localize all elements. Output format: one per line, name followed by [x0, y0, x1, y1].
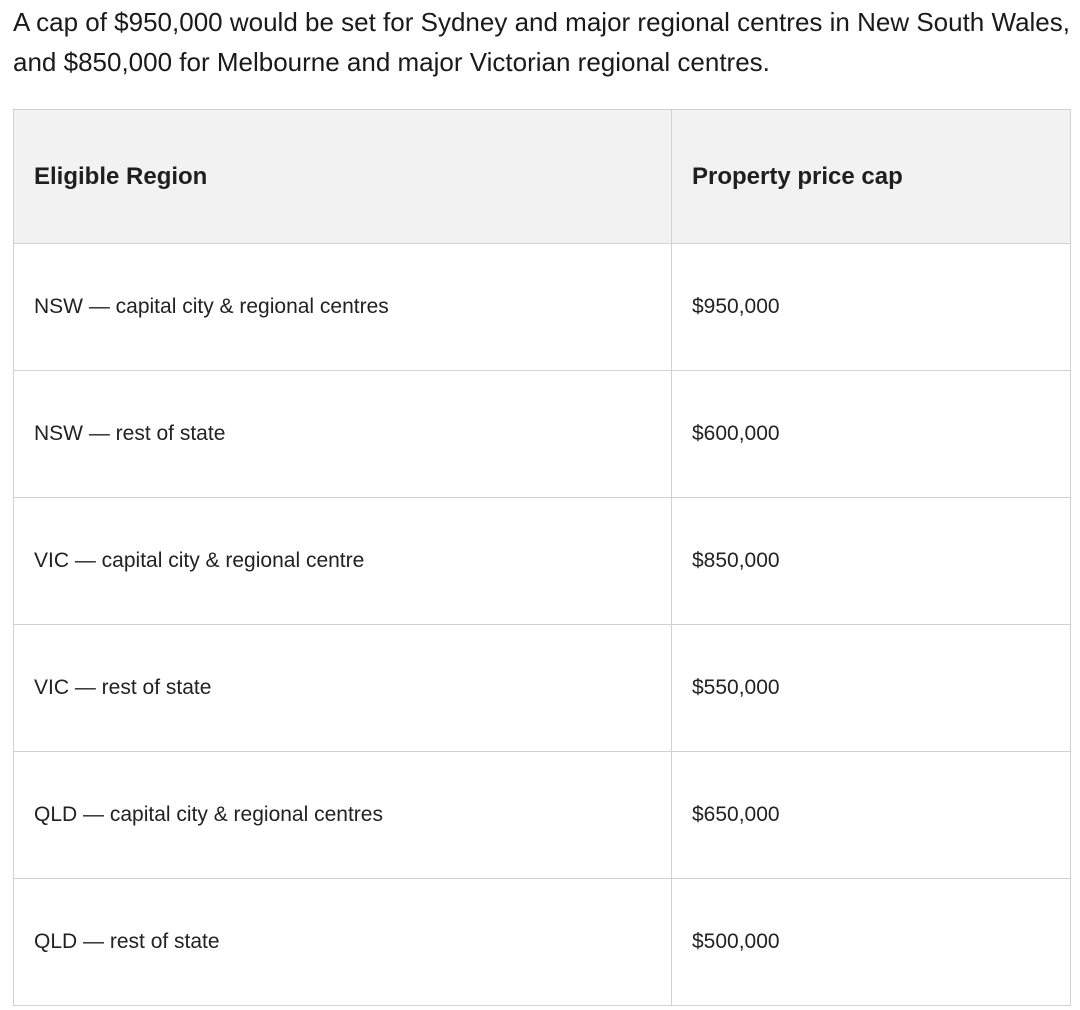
price-cap-cell: $850,000 [671, 497, 1071, 625]
region-cell: NSW — rest of state [13, 370, 672, 498]
price-cap-cell: $500,000 [671, 878, 1071, 1006]
table-row: VIC — rest of state $550,000 [13, 624, 1071, 752]
intro-paragraph: A cap of $950,000 would be set for Sydne… [13, 7, 1070, 77]
table-row: QLD — rest of state $500,000 [13, 878, 1071, 1006]
table-header-row: Eligible Region Property price cap [13, 109, 1071, 244]
price-cap-table-container: Eligible Region Property price cap NSW —… [13, 109, 1071, 1006]
table-row: NSW — rest of state $600,000 [13, 370, 1071, 498]
table-row: NSW — capital city & regional centres $9… [13, 243, 1071, 371]
price-cap-cell: $600,000 [671, 370, 1071, 498]
region-cell: QLD — rest of state [13, 878, 672, 1006]
column-header-eligible-region: Eligible Region [13, 109, 672, 244]
table-header: Eligible Region Property price cap [13, 109, 1071, 244]
table-row: QLD — capital city & regional centres $6… [13, 751, 1071, 879]
table-body: NSW — capital city & regional centres $9… [13, 243, 1071, 1006]
price-cap-table: Eligible Region Property price cap NSW —… [13, 109, 1071, 1006]
price-cap-cell: $550,000 [671, 624, 1071, 752]
price-cap-cell: $650,000 [671, 751, 1071, 879]
region-cell: QLD — capital city & regional centres [13, 751, 672, 879]
price-cap-cell: $950,000 [671, 243, 1071, 371]
region-cell: VIC — capital city & regional centre [13, 497, 672, 625]
region-cell: NSW — capital city & regional centres [13, 243, 672, 371]
region-cell: VIC — rest of state [13, 624, 672, 752]
table-row: VIC — capital city & regional centre $85… [13, 497, 1071, 625]
column-header-property-price-cap: Property price cap [671, 109, 1071, 244]
